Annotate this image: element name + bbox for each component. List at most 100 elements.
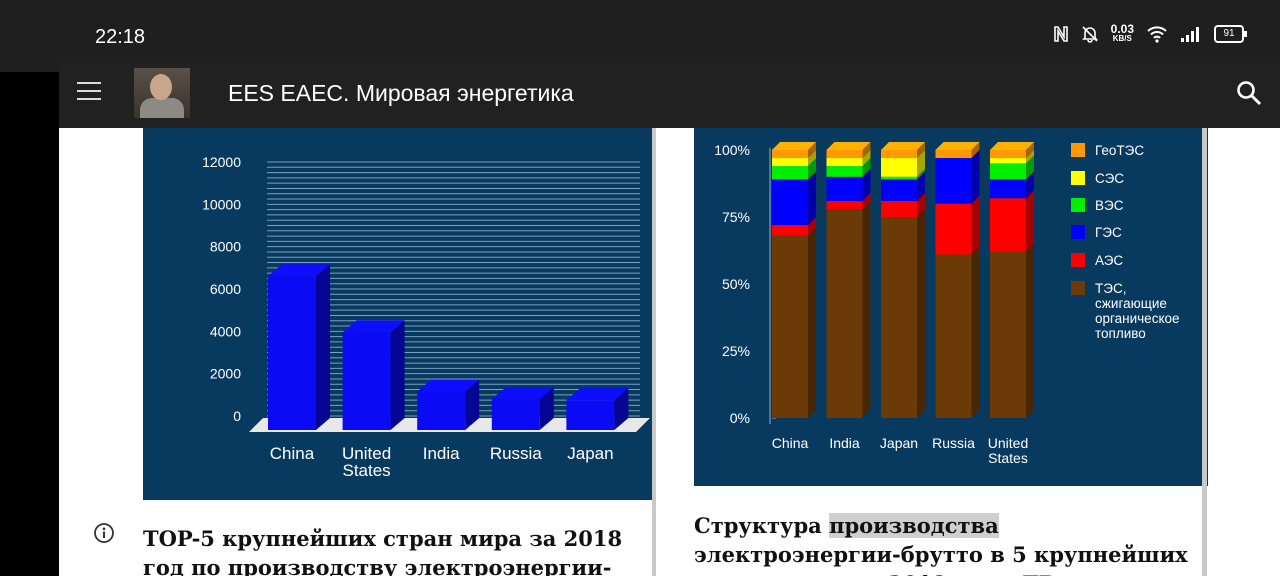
chart-structure-stacked: 100% 75% 50% 25% 0% China India Japan Russia Unit… [714, 142, 1180, 466]
legend-label: ТЭС, сжигающие органическое топливо [1095, 281, 1180, 341]
bar-segment [772, 225, 808, 236]
x-tick-label: Russia [490, 444, 543, 463]
legend-swatch [1071, 253, 1085, 267]
bar-segment-side [808, 150, 816, 167]
clock: 22:18 [95, 26, 146, 48]
bar-top [826, 142, 871, 150]
bar-segment-side [862, 168, 871, 201]
bar-segment-side [862, 192, 871, 209]
bar-segment-side [971, 195, 980, 255]
net-speed: 0.03 KB/S [1110, 22, 1134, 43]
bar-top [990, 142, 1034, 150]
status-icons: 0.03 KB/S 91 [1053, 22, 1247, 44]
bar-segment-side [917, 209, 925, 418]
y-tick-label: 10000 [202, 196, 241, 212]
legend-label: СЭС [1095, 171, 1124, 186]
legend-swatch [1071, 171, 1085, 185]
bar-segment-side [1026, 150, 1034, 164]
bar-segment-side [808, 158, 816, 180]
bar-top [881, 142, 925, 150]
bar-top [566, 388, 629, 401]
app-bar: EES EAEC. Мировая энергетика [59, 58, 1280, 128]
bar-segment-side [862, 200, 871, 418]
bar-segment [990, 150, 1026, 159]
bar-side [465, 379, 480, 430]
app-title: EES EAEC. Мировая энергетика [228, 80, 574, 106]
menu-icon[interactable] [77, 82, 101, 100]
legend-swatch [1071, 198, 1085, 212]
legend-swatch [1071, 281, 1085, 295]
bar-segment [881, 150, 917, 159]
bar-segment [826, 166, 863, 177]
caption-top5: TOP-5 крупнейших стран мира за 2018 год … [143, 526, 623, 576]
bar-segment-side [917, 142, 925, 159]
legend-swatch [1071, 143, 1085, 157]
bar-segment [826, 176, 863, 201]
bar-segment [990, 163, 1026, 180]
bar-segment-side [862, 142, 871, 159]
legend-label: ГЭС [1095, 225, 1122, 240]
bar-segment-side [971, 150, 980, 204]
bar-top [342, 320, 405, 333]
bar-segment-side [1026, 171, 1034, 199]
bar [342, 332, 391, 430]
mute-bell-icon [1081, 26, 1098, 43]
bar-top [417, 379, 480, 392]
info-icon[interactable] [93, 522, 115, 544]
x-tick-label: States [988, 450, 1028, 466]
y-tick-label: 100% [714, 142, 750, 158]
bar-segment-side [971, 246, 980, 418]
bar-segment [826, 200, 863, 209]
bar-segment [881, 217, 917, 418]
channel-avatar[interactable] [134, 68, 190, 118]
bar-segment [990, 251, 1026, 418]
bar-segment [826, 150, 863, 159]
bar [417, 391, 466, 430]
bar-segment-side [808, 217, 816, 236]
bar-segment [826, 208, 863, 418]
x-tick-label: States [342, 461, 390, 480]
bar-segment [935, 203, 972, 255]
y-tick-label: 0% [730, 410, 750, 426]
x-tick-label: United [988, 435, 1028, 451]
bar-segment [990, 179, 1026, 199]
bar-segment [826, 158, 863, 167]
bar-segment-side [1026, 142, 1034, 159]
legend-swatch [1071, 225, 1085, 239]
nfc-icon [1053, 26, 1068, 42]
y-tick-label: 75% [722, 209, 750, 225]
bar-segment [990, 158, 1026, 164]
y-tick-label: 2000 [210, 366, 241, 382]
bar [491, 399, 540, 430]
highlighted-word: производства [829, 513, 999, 538]
bar-top [268, 264, 330, 277]
caption-structure: Структура производства электроэнергии-бр… [694, 513, 1188, 576]
x-tick-label: Russia [932, 435, 975, 451]
x-tick-label: India [829, 435, 860, 451]
battery-icon: 91 [1214, 25, 1247, 43]
bar-segment [881, 200, 917, 217]
y-tick-label: 25% [722, 343, 750, 359]
column-divider-right [1202, 128, 1207, 576]
x-tick-label: India [423, 444, 460, 463]
bar [566, 400, 615, 430]
bar-segment [881, 179, 917, 201]
bar-segment-side [917, 150, 925, 177]
x-tick-label: Japan [880, 435, 918, 451]
y-tick-label: 4000 [210, 323, 241, 339]
bar-segment-side [917, 171, 925, 201]
bar-top [491, 387, 554, 400]
bar-segment [881, 176, 917, 180]
search-icon[interactable] [1236, 80, 1262, 106]
bar-segment-side [1026, 155, 1034, 180]
bar-segment [881, 158, 917, 177]
bar-side [316, 264, 330, 430]
bar-top [772, 142, 816, 150]
bar-segment [935, 150, 972, 159]
content-area[interactable]: 12000 10000 8000 6000 4000 2000 0 China United St… [59, 128, 1280, 576]
bar-segment-side [808, 227, 816, 418]
bar-side [390, 320, 405, 430]
x-tick-label: China [270, 444, 315, 463]
bar-segment-side [808, 142, 816, 159]
legend-label: АЭС [1095, 253, 1123, 268]
